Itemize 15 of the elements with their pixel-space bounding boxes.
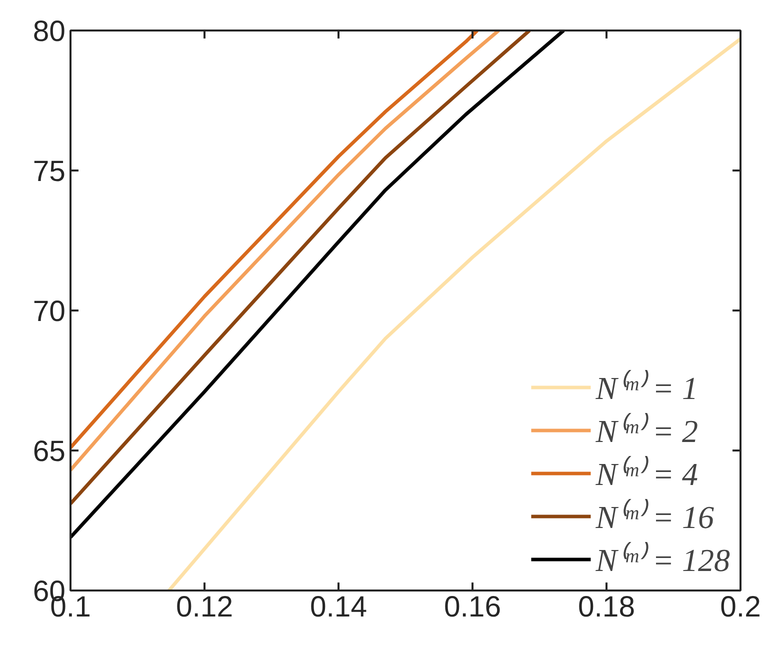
- y-tick-label: 65: [32, 435, 66, 468]
- legend-label: N⁽ᵐ⁾ = 2: [596, 412, 698, 451]
- x-tick-label: 0.14: [310, 590, 368, 624]
- y-tick-label: 80: [32, 15, 66, 48]
- legend-label: N⁽ᵐ⁾ = 16: [596, 498, 714, 537]
- legend-label: N⁽ᵐ⁾ = 4: [596, 455, 698, 494]
- legend-label: N⁽ᵐ⁾ = 128: [596, 541, 730, 580]
- x-tick-label: 0.2: [720, 590, 761, 624]
- line-series: [167, 37, 740, 590]
- x-tick-label: 0.12: [176, 590, 234, 624]
- y-tick-label: 70: [32, 295, 66, 328]
- x-tick-label: 0.16: [444, 590, 502, 624]
- legend-label: N⁽ᵐ⁾ = 1: [596, 369, 698, 408]
- y-tick-label: 75: [32, 155, 66, 188]
- x-tick-label: 0.18: [578, 590, 636, 624]
